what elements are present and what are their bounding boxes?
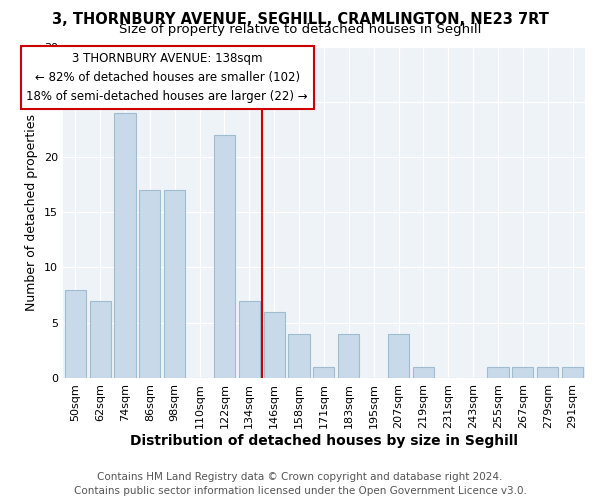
Bar <box>239 300 260 378</box>
Bar <box>313 367 334 378</box>
Bar <box>65 290 86 378</box>
Bar <box>512 367 533 378</box>
Bar <box>537 367 558 378</box>
Text: Contains HM Land Registry data © Crown copyright and database right 2024.
Contai: Contains HM Land Registry data © Crown c… <box>74 472 526 496</box>
Bar <box>338 334 359 378</box>
X-axis label: Distribution of detached houses by size in Seghill: Distribution of detached houses by size … <box>130 434 518 448</box>
Text: 3, THORNBURY AVENUE, SEGHILL, CRAMLINGTON, NE23 7RT: 3, THORNBURY AVENUE, SEGHILL, CRAMLINGTO… <box>52 12 548 28</box>
Bar <box>388 334 409 378</box>
Bar <box>164 190 185 378</box>
Bar <box>289 334 310 378</box>
Bar <box>562 367 583 378</box>
Bar <box>263 312 285 378</box>
Bar <box>115 113 136 378</box>
Text: 3 THORNBURY AVENUE: 138sqm
← 82% of detached houses are smaller (102)
18% of sem: 3 THORNBURY AVENUE: 138sqm ← 82% of deta… <box>26 52 308 103</box>
Bar <box>89 300 110 378</box>
Bar <box>214 135 235 378</box>
Text: Size of property relative to detached houses in Seghill: Size of property relative to detached ho… <box>119 22 481 36</box>
Y-axis label: Number of detached properties: Number of detached properties <box>25 114 38 310</box>
Bar <box>413 367 434 378</box>
Bar <box>487 367 509 378</box>
Bar <box>139 190 160 378</box>
